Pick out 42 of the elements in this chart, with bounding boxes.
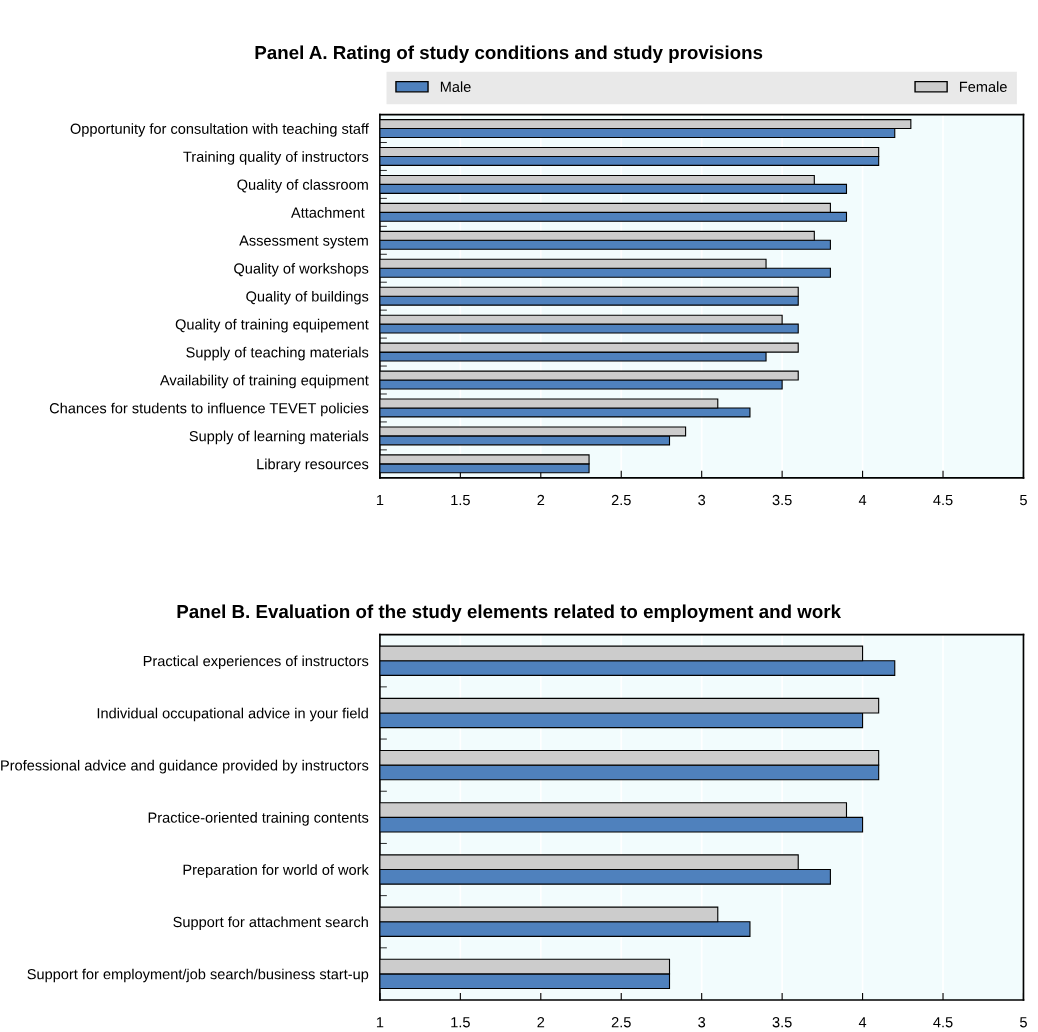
x-tick-label: 1.5 bbox=[451, 1017, 470, 1028]
x-tick-label: 3.5 bbox=[772, 494, 792, 506]
y-tick-label: Quality of training equipement bbox=[175, 318, 369, 333]
legend-label: Female bbox=[960, 81, 1007, 92]
y-tick-label: Preparation for world of work bbox=[183, 864, 369, 878]
y-tick-label: Individual occupational advice in your field bbox=[97, 707, 368, 722]
y-tick-label: Support for attachment search bbox=[173, 916, 368, 931]
x-tick-label: 5 bbox=[1020, 1017, 1027, 1028]
y-tick-label: Chances for students to influence TEVET policies bbox=[49, 402, 369, 417]
x-tick-label: 2 bbox=[537, 1017, 545, 1028]
y-tick-label: Opportunity for consultation with teaching staff bbox=[70, 123, 369, 137]
x-tick-label: 4.5 bbox=[933, 1017, 953, 1028]
x-tick-label: 5 bbox=[1020, 495, 1027, 506]
chart-title: Panel B. Evaluation of the study elements related to employment and work bbox=[177, 604, 842, 622]
x-tick-label: 4.5 bbox=[933, 495, 953, 506]
y-tick-label: Availability of training equipment bbox=[159, 374, 369, 389]
x-tick-label: 2.5 bbox=[611, 494, 631, 506]
y-tick-label: Training quality of instructors bbox=[183, 151, 369, 165]
x-tick-label: 3 bbox=[698, 494, 706, 506]
x-tick-label: 1.5 bbox=[451, 495, 470, 506]
y-tick-label: Practice-oriented training contents bbox=[148, 812, 369, 826]
y-tick-label: Practical experiences of instructors bbox=[143, 655, 369, 670]
x-tick-label: 1 bbox=[376, 495, 384, 506]
x-tick-label: 4 bbox=[858, 495, 867, 506]
y-tick-label: Library resources bbox=[257, 458, 369, 473]
y-tick-label: Quality of classroom bbox=[237, 179, 368, 193]
x-tick-label: 4 bbox=[858, 1017, 867, 1028]
x-tick-label: 2 bbox=[537, 494, 545, 506]
x-tick-label: 2.5 bbox=[611, 1017, 631, 1028]
x-tick-label: 1 bbox=[376, 1017, 384, 1028]
x-tick-label: 3.5 bbox=[772, 1017, 792, 1028]
y-tick-label: Quality of buildings bbox=[246, 290, 369, 305]
y-tick-label: Supply of learning materials bbox=[189, 430, 369, 445]
y-tick-label: Quality of workshops bbox=[234, 262, 369, 277]
legend-label: Male bbox=[440, 81, 471, 92]
y-tick-label: Professional advice and guidance provided by instructors bbox=[1, 759, 369, 774]
x-tick-label: 3 bbox=[698, 1017, 706, 1028]
chart-title: Panel A. Rating of study conditions and study provisions bbox=[255, 45, 763, 63]
y-tick-label: Assessment system bbox=[239, 235, 368, 249]
y-tick-label: Attachment bbox=[291, 207, 365, 218]
y-tick-label: Supply of teaching materials bbox=[186, 346, 369, 361]
y-tick-label: Support for employment/job search/business start-up bbox=[27, 968, 369, 983]
